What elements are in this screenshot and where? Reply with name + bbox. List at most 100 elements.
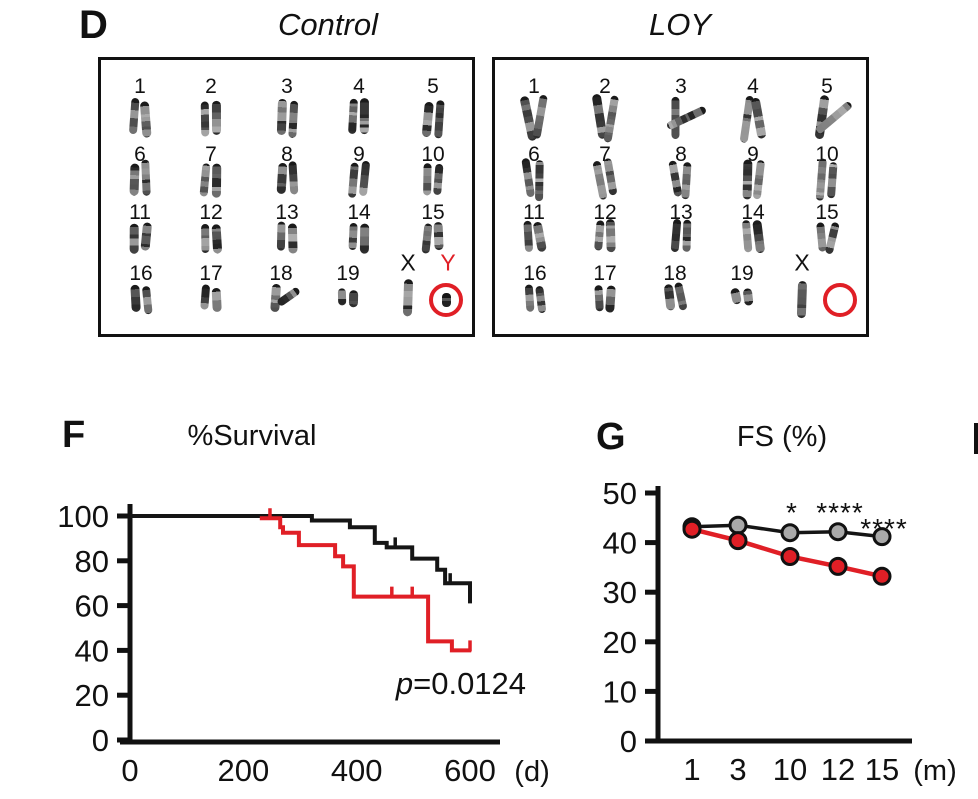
- chromosome-number: 12: [199, 201, 223, 224]
- chromatid-shape: [670, 218, 682, 252]
- x-tick-label: 200: [217, 753, 269, 788]
- panel-g-label: G: [596, 416, 626, 458]
- chromosome-number: 4: [747, 75, 759, 98]
- chromatid-shape: [402, 279, 414, 317]
- chromatid-shape: [594, 220, 605, 252]
- fs-marker-loy: [780, 547, 800, 566]
- x-tick-label: 10: [773, 752, 807, 787]
- y-tick-label: 50: [603, 476, 637, 511]
- chromosome-pair-13: [276, 221, 298, 254]
- chromosome-number: 8: [675, 143, 687, 166]
- karyotype-control-title: Control: [278, 7, 378, 42]
- chromatid-shape: [421, 223, 433, 254]
- chromosome-number: 2: [599, 75, 611, 98]
- chromosome-number: 18: [269, 262, 293, 285]
- chromosome-pair-11: [129, 222, 152, 254]
- y-tick-label: 10: [603, 674, 637, 709]
- chromosome-number: 12: [593, 201, 617, 224]
- chromosome-pair-3: [665, 97, 708, 139]
- chromatid-shape: [349, 290, 359, 308]
- chromatid-shape: [287, 100, 298, 139]
- chromosome-pair-12: [594, 219, 616, 254]
- fs-marker-loy: [728, 531, 748, 551]
- chromatid-shape: [824, 221, 840, 255]
- chromatid-shape: [815, 158, 828, 201]
- chromatid-shape: [348, 223, 358, 251]
- chromatid-shape: [211, 287, 222, 312]
- chromatid-shape: [796, 280, 808, 319]
- chromatid-shape: [287, 223, 298, 254]
- chromosome-pair-18: [270, 283, 301, 313]
- chromatid-shape: [521, 157, 536, 198]
- chromosome-pair-11: [523, 220, 547, 253]
- y-tick-label: 80: [75, 544, 109, 579]
- chromosome-number: 16: [523, 262, 547, 285]
- karyotype-loy-box: 1 2 3 4 5 6 7 8 9 10 11 12 13 14 15 16 17 18 19 X: [492, 57, 869, 337]
- chromosome-number: 3: [675, 75, 687, 98]
- chromosome-pair-8: [668, 159, 692, 200]
- chromosome-number: 17: [199, 262, 223, 285]
- chromatid-shape: [276, 221, 286, 252]
- chromosome-pair-7: [592, 158, 617, 201]
- chromosome-pair-2: [591, 93, 619, 143]
- chromatid-shape: [360, 223, 370, 254]
- chromosome-pair-4: [739, 95, 767, 143]
- chromosome-pair-17: [594, 284, 616, 314]
- chromosome-number: 17: [593, 262, 617, 285]
- chromatid-shape: [129, 223, 139, 254]
- chromosome-pair-5: [421, 99, 444, 139]
- fs-marker-control: [828, 522, 848, 542]
- loy-highlight-circle: [823, 283, 857, 317]
- panel-f-label: F: [62, 414, 86, 456]
- chromosome-number: 1: [134, 75, 146, 98]
- chromosome-number: 4: [353, 75, 365, 98]
- chromatid-shape: [742, 288, 754, 307]
- y-chromosome-label: Y: [440, 249, 456, 276]
- chromatid-shape: [532, 221, 547, 252]
- chromosome-pair-13: [670, 218, 691, 254]
- chromosome-number: 7: [599, 143, 611, 166]
- chromatid-shape: [741, 219, 753, 253]
- chromosome-pair-7: [199, 162, 222, 198]
- chromosome-pair-15: [816, 221, 840, 255]
- chromatid-shape: [360, 98, 370, 135]
- chromatid-shape: [603, 95, 619, 143]
- chromatid-shape: [423, 163, 433, 196]
- survival-curve-control: [130, 514, 472, 604]
- chromosome-pair-16: [524, 284, 547, 314]
- chromatid-shape: [141, 285, 153, 314]
- fs-marker-loy: [872, 566, 892, 586]
- chromosome-number: 11: [129, 201, 151, 224]
- y-tick-label: 30: [603, 575, 637, 610]
- chromosome-number: 14: [347, 201, 371, 224]
- x-tick-label: 0: [121, 753, 138, 788]
- x-axis-unit-label: (d): [514, 756, 549, 788]
- x-tick-label: 400: [331, 753, 383, 788]
- chromosome-pair-9: [742, 159, 766, 201]
- chromosome-number: 10: [421, 143, 445, 166]
- chromosome-pair-9: [347, 160, 371, 199]
- chromatid-shape: [433, 221, 444, 251]
- fs-chart-title: FS (%): [736, 421, 828, 453]
- chromatid-shape: [200, 284, 211, 311]
- fs-marker-loy: [828, 556, 848, 576]
- chromosome-pair-5: [813, 94, 853, 140]
- chromatid-shape: [359, 160, 371, 197]
- chromatid-shape: [594, 284, 605, 312]
- chromatid-shape: [605, 285, 616, 314]
- y-tick-label: 40: [603, 526, 637, 561]
- chromatid-shape: [750, 97, 767, 139]
- chromosome-pair-15: [421, 221, 444, 254]
- chromatid-shape: [826, 161, 838, 199]
- y-tick-label: 0: [92, 723, 109, 758]
- chromosome-number: 16: [129, 262, 153, 285]
- p-value-annotation: p=0.0124: [395, 666, 526, 701]
- chromosome-number: 5: [821, 75, 833, 98]
- y-tick-label: 20: [603, 625, 637, 660]
- chromosome-pair-10: [815, 158, 838, 201]
- chromosome-number: 3: [281, 75, 293, 98]
- survival-chart-title: %Survival: [187, 420, 317, 452]
- chromatid-shape: [201, 223, 210, 253]
- chromatid-shape: [433, 100, 444, 139]
- x-tick-label: 15: [865, 752, 899, 787]
